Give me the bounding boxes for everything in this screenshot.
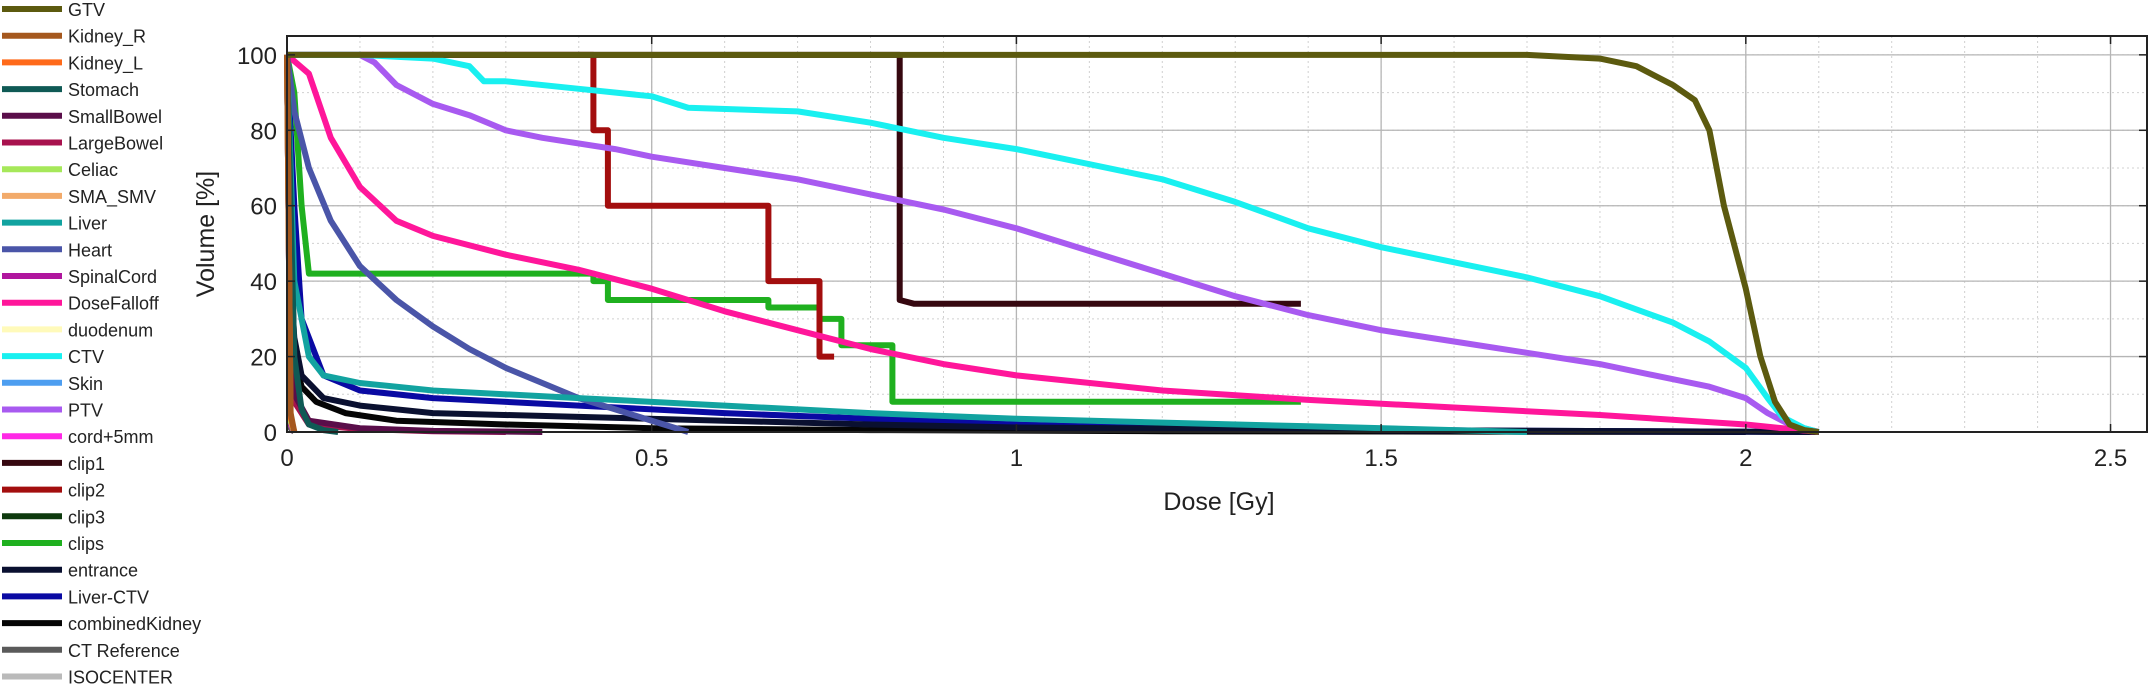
legend-entry: duodenum	[2, 320, 153, 340]
legend-entry: GTV	[2, 0, 105, 20]
legend-label: SpinalCord	[68, 267, 157, 287]
legend-label: LargeBowel	[68, 134, 163, 154]
axes-box	[286, 35, 2148, 433]
legend: GTV Kidney_R Kidney_L Stomach SmallBowel Larg…	[2, 0, 201, 688]
legend-entry: SmallBowel	[2, 107, 162, 127]
legend-label: Stomach	[68, 80, 139, 100]
y-tick-label: 0	[264, 420, 277, 447]
legend-entry: cord+5mm	[2, 427, 154, 447]
y-tick-labels: 0 20 40 60 80 100	[237, 43, 277, 447]
legend-label: Celiac	[68, 160, 118, 180]
legend-label: clips	[68, 534, 104, 554]
y-tick-label: 60	[250, 194, 277, 221]
y-tick-label: 20	[250, 345, 277, 372]
series-line-ctv	[287, 51, 1820, 435]
x-tick-labels: 0 0.5 1 1.5 2 2.5	[280, 445, 2127, 472]
legend-label: cord+5mm	[68, 427, 154, 447]
axes-frame	[286, 35, 2148, 433]
series-line-dosefalloff	[285, 52, 1820, 435]
legend-entry: CT Reference	[2, 641, 180, 661]
legend-label: SmallBowel	[68, 107, 162, 127]
y-tick-label: 80	[250, 118, 277, 145]
x-tick-label: 0.5	[635, 445, 668, 472]
legend-entry: SMA_SMV	[2, 187, 156, 208]
legend-label: GTV	[68, 0, 105, 20]
legend-entry: ISOCENTER	[2, 668, 173, 688]
legend-entry: clips	[2, 534, 104, 554]
legend-label: SMA_SMV	[68, 187, 156, 208]
plot-area	[287, 36, 2147, 432]
x-tick-label: 1.5	[1364, 445, 1397, 472]
legend-label: ISOCENTER	[68, 668, 173, 688]
series-line-stomach	[284, 54, 339, 435]
legend-label: CT Reference	[68, 641, 180, 661]
series-line-gtv	[287, 51, 1820, 435]
legend-entry: PTV	[2, 401, 103, 421]
legend-entry: DoseFalloff	[2, 294, 160, 314]
legend-entry: LargeBowel	[2, 134, 163, 154]
legend-label: Kidney_L	[68, 53, 143, 74]
x-axis-label: Dose [Gy]	[1163, 488, 1274, 516]
legend-label: DoseFalloff	[68, 294, 160, 314]
legend-entry: clip2	[2, 481, 105, 501]
y-tick-label: 40	[250, 269, 277, 296]
x-tick-label: 0	[280, 445, 293, 472]
legend-label: clip2	[68, 481, 105, 501]
series-line-liver	[284, 54, 1528, 435]
legend-entry: SpinalCord	[2, 267, 157, 287]
legend-entry: Heart	[2, 240, 112, 260]
x-tick-label: 2	[1739, 445, 1752, 472]
x-tick-label: 2.5	[2094, 445, 2127, 472]
legend-label: PTV	[68, 401, 103, 421]
legend-entry: Kidney_L	[2, 53, 143, 74]
legend-entry: CTV	[2, 347, 104, 367]
series-line-kidney-r	[284, 54, 298, 433]
legend-label: duodenum	[68, 320, 153, 340]
legend-entry: clip3	[2, 507, 105, 527]
plot-background	[287, 36, 2147, 432]
x-tick-label: 1	[1010, 445, 1023, 472]
legend-entry: Kidney_R	[2, 27, 146, 48]
legend-label: Heart	[68, 240, 112, 260]
legend-label: Liver	[68, 214, 107, 234]
legend-label: Kidney_R	[68, 27, 146, 48]
legend-label: Skin	[68, 374, 103, 394]
legend-entry: Stomach	[2, 80, 139, 100]
y-tick-label: 100	[237, 43, 277, 70]
legend-label: clip1	[68, 454, 105, 474]
series-line-ptv	[287, 51, 1820, 435]
legend-label: combinedKidney	[68, 614, 201, 634]
y-axis-label: Volume [%]	[192, 171, 220, 297]
legend-entry: clip1	[2, 454, 105, 474]
legend-entry: Liver-CTV	[2, 587, 149, 607]
legend-entry: combinedKidney	[2, 614, 201, 634]
series-lines	[284, 51, 1820, 435]
legend-label: CTV	[68, 347, 104, 367]
legend-entry: Celiac	[2, 160, 118, 180]
legend-label: entrance	[68, 561, 138, 581]
legend-entry: entrance	[2, 561, 138, 581]
legend-entry: Skin	[2, 374, 103, 394]
legend-label: clip3	[68, 507, 105, 527]
series-line-heart	[284, 54, 690, 435]
legend-label: Liver-CTV	[68, 587, 149, 607]
legend-entry: Liver	[2, 214, 107, 234]
